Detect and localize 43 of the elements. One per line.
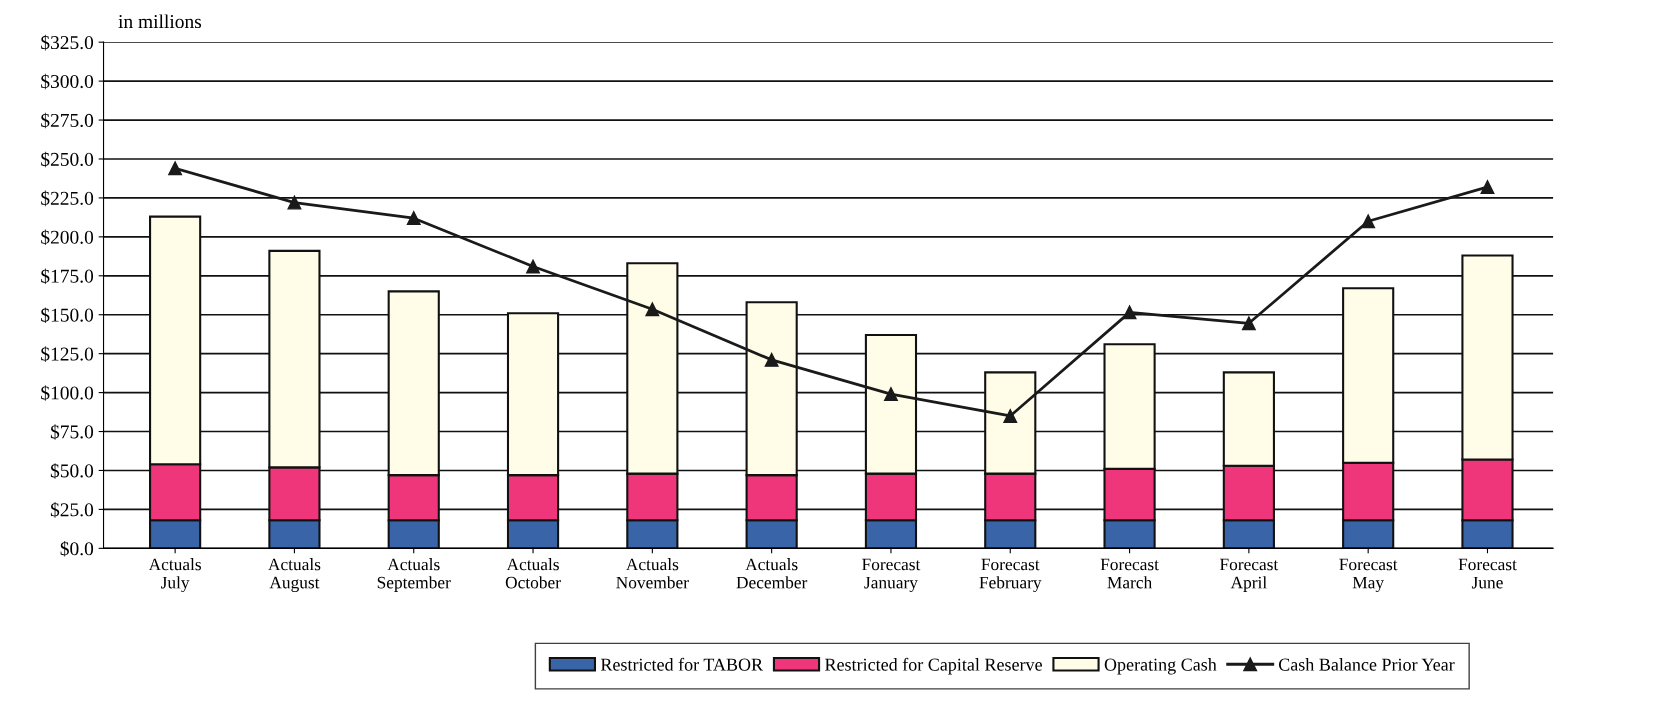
- y-tick-label: $100.0: [41, 385, 94, 401]
- x-tick-label: Forecast June: [1458, 558, 1517, 589]
- y-tick-label: $0.0: [60, 541, 94, 557]
- x-tick-label: Actuals September: [377, 558, 451, 592]
- y-tick-label: $275.0: [41, 112, 94, 129]
- x-tick-label: Forecast April: [1219, 558, 1279, 592]
- point: [884, 387, 898, 402]
- y-tick-label: $300.0: [41, 73, 94, 90]
- point: [1361, 214, 1376, 229]
- point: [764, 352, 779, 367]
- x-tick-label: Forecast February: [979, 558, 1042, 593]
- x-tick-label: Forecast January: [862, 558, 921, 593]
- y-tick-label: $50.0: [50, 463, 94, 479]
- y-tick-label: $75.0: [50, 424, 94, 440]
- point: [1241, 316, 1256, 331]
- y-tick-label: $325.0: [41, 34, 94, 51]
- y-tick-label: $150.0: [41, 307, 94, 323]
- y-tick-label: $25.0: [50, 502, 94, 518]
- y-tick-label: $250.0: [41, 151, 94, 168]
- point: [168, 161, 183, 176]
- y-tick-label: $175.0: [41, 268, 94, 285]
- point: [287, 195, 302, 210]
- x-tick-label: Actuals November: [616, 558, 689, 589]
- legend-label: Restricted for TABOR: [600, 657, 764, 671]
- x-tick-label: Forecast March: [1100, 558, 1159, 589]
- legend-label: Cash Balance Prior Year: [1278, 658, 1455, 671]
- x-tick-label: Actuals October: [505, 558, 561, 589]
- y-tick-label: $225.0: [41, 190, 94, 207]
- x-tick-label: Actuals December: [736, 558, 808, 589]
- x-tick-label: Forecast May: [1339, 558, 1398, 593]
- legend-label: Restricted for Capital Reserve: [825, 657, 1042, 675]
- point: [1480, 180, 1495, 194]
- x-tick-label: Actuals August: [268, 558, 321, 593]
- point: [406, 211, 421, 226]
- y-tick-label: $200.0: [41, 229, 94, 246]
- y-axis-title: in millions: [118, 14, 202, 29]
- point: [1122, 305, 1137, 320]
- y-tick-label: $125.0: [41, 346, 94, 362]
- x-tick-label: Actuals July: [148, 558, 202, 593]
- legend-label: Operating Cash: [1104, 658, 1217, 675]
- point: [645, 302, 660, 317]
- point: [526, 259, 540, 274]
- point: [1003, 409, 1018, 423]
